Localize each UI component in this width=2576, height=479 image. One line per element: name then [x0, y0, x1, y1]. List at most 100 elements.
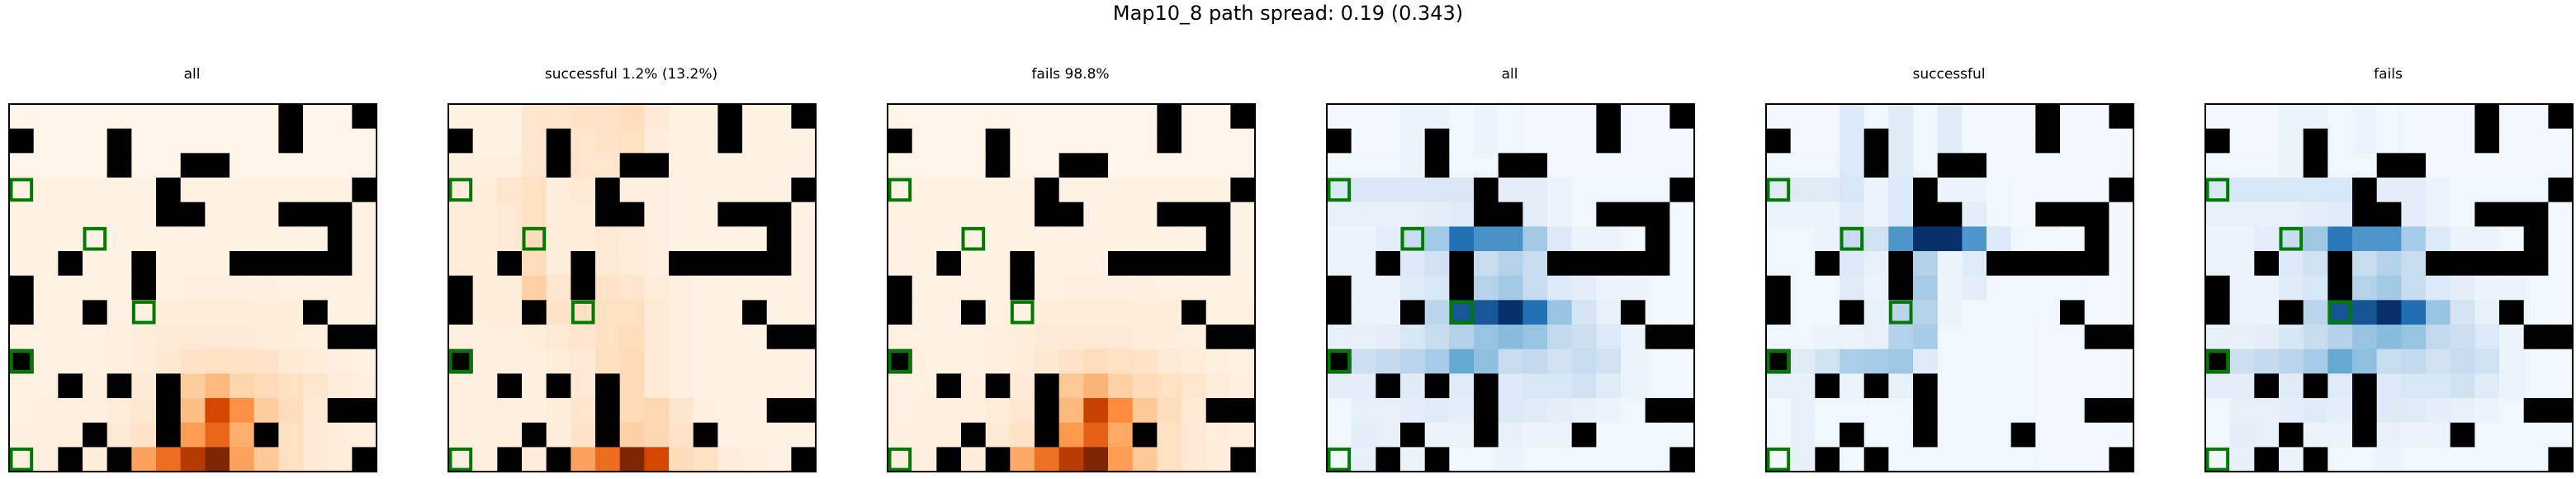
heat-cell [1449, 373, 1475, 399]
heat-cell [1645, 275, 1670, 301]
heat-cell [327, 422, 353, 448]
heat-cell [571, 128, 596, 154]
heat-cell [2352, 153, 2378, 178]
heat-cell [912, 202, 937, 227]
wall-cell [2109, 398, 2134, 424]
heat-cell [33, 226, 59, 252]
heat-cell [1522, 178, 1548, 203]
heat-cell [2401, 128, 2427, 154]
wall-cell [1913, 422, 1939, 448]
wall-cell [1230, 178, 1256, 203]
heat-cell [2426, 226, 2451, 252]
heat-cell [303, 325, 329, 350]
heat-cell [107, 300, 132, 325]
heat-cell [2035, 447, 2061, 472]
heat-cell [448, 325, 474, 350]
heat-cell [1108, 275, 1134, 301]
heat-cell [717, 349, 743, 374]
heat-cell [1498, 373, 1523, 399]
heat-cell [1937, 104, 1963, 130]
heat-cell [1083, 349, 1109, 374]
heat-cell [327, 275, 353, 301]
wall-cell [303, 251, 329, 277]
wall-cell [791, 104, 817, 130]
heat-cell [1230, 153, 1256, 178]
heat-cell [448, 153, 474, 178]
heat-cell [888, 251, 913, 277]
heat-cell [1498, 349, 1523, 374]
heat-cell [693, 325, 718, 350]
heat-cell [327, 104, 353, 130]
heat-cell [180, 275, 206, 301]
heat-cell [472, 251, 498, 277]
heat-cell [1888, 398, 1914, 424]
start-marker [9, 447, 34, 472]
heat-cell [522, 373, 547, 399]
plot-frame [1765, 103, 2135, 473]
heat-cell [253, 349, 279, 374]
wall-cell [888, 300, 913, 325]
heat-cell [669, 300, 694, 325]
heat-cell [1351, 202, 1376, 227]
heat-cell [9, 153, 35, 178]
heat-cell [912, 447, 937, 472]
wall-cell [2254, 251, 2280, 277]
heat-cell [2499, 153, 2525, 178]
heat-cell [1327, 153, 1352, 178]
heat-cell [669, 153, 694, 178]
heat-cell [1327, 251, 1352, 277]
heat-cell [497, 398, 523, 424]
heat-cell [9, 104, 35, 130]
wall-cell [985, 128, 1011, 154]
wall-cell [303, 202, 329, 227]
heat-cell [985, 325, 1011, 350]
heat-cell [2060, 447, 2086, 472]
heat-cell [1449, 128, 1475, 154]
wall-cell [1327, 275, 1352, 301]
heat-cell [33, 275, 59, 301]
heat-cell [2327, 153, 2353, 178]
heat-cell [1181, 398, 1207, 424]
heat-cell [1010, 226, 1035, 252]
heat-cell [2474, 447, 2500, 472]
heat-cell [156, 349, 182, 374]
heat-cell [571, 202, 596, 227]
heat-cell [742, 128, 768, 154]
wall-cell [2109, 447, 2134, 472]
wall-cell [278, 251, 304, 277]
heat-cell [1327, 422, 1352, 448]
heat-cell [2450, 373, 2475, 399]
heat-cell [2109, 422, 2134, 448]
wall-cell [717, 128, 743, 154]
heat-cell [2303, 349, 2328, 374]
heat-cell [1424, 251, 1450, 277]
wall-cell [888, 128, 913, 154]
heat-cell [1571, 349, 1597, 374]
heat-cell [961, 104, 987, 130]
wall-cell [1474, 422, 1499, 448]
heat-cell [2327, 202, 2353, 227]
wall-cell [619, 153, 645, 178]
wall-cell [2303, 153, 2328, 178]
heat-cell [2084, 373, 2110, 399]
heat-cell [1205, 275, 1231, 301]
heat-cell [1132, 128, 1158, 154]
heat-cell [2376, 104, 2402, 130]
wall-cell [2084, 202, 2110, 227]
wall-cell [791, 325, 817, 350]
heat-cell [1547, 398, 1573, 424]
heat-cell [766, 153, 792, 178]
heat-cell [1083, 178, 1109, 203]
heat-cell [230, 275, 255, 301]
heat-cell [58, 202, 83, 227]
heat-cell [1790, 104, 1816, 130]
heat-cell [33, 251, 59, 277]
heat-cell [2229, 251, 2255, 277]
heat-cell [693, 202, 718, 227]
heat-cell [2010, 104, 2036, 130]
heat-cell [2474, 178, 2500, 203]
heat-cell [33, 104, 59, 130]
heat-cell [1157, 422, 1182, 448]
heat-cell [1351, 447, 1376, 472]
heat-cell [985, 226, 1011, 252]
